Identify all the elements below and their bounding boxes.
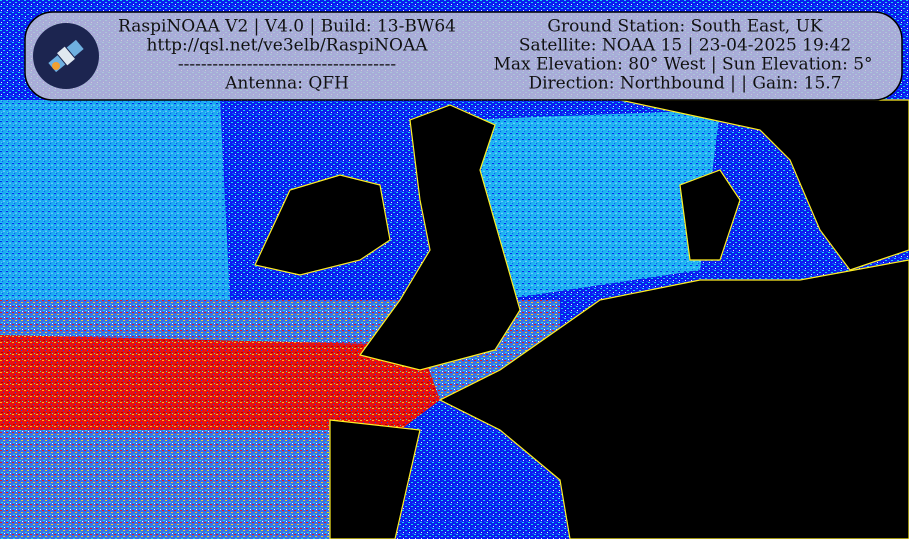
header-line: Max Elevation: 80° West | Sun Elevation:… <box>493 55 872 75</box>
info-panel: RaspiNOAA V2 | V4.0 | Build: 13-BW64 htt… <box>24 11 903 101</box>
land <box>254 99 909 539</box>
noise-band <box>0 335 440 430</box>
cloud <box>460 110 720 300</box>
header-line: http://qsl.net/ve3elb/RaspiNOAA <box>146 36 428 56</box>
header-line: RaspiNOAA V2 | V4.0 | Build: 13-BW64 <box>118 17 456 37</box>
header-line: Satellite: NOAA 15 | 23-04-2025 19:42 <box>519 36 851 56</box>
panel-background <box>24 11 903 101</box>
header-line: Antenna: QFH <box>224 74 349 94</box>
logo-flame <box>52 62 60 70</box>
header-line: Direction: Northbound | | Gain: 15.7 <box>528 74 841 94</box>
noise-band <box>0 440 390 500</box>
header-line: -------------------------------------- <box>178 55 396 75</box>
cloud <box>0 100 230 300</box>
header-line: Ground Station: South East, UK <box>547 17 823 37</box>
